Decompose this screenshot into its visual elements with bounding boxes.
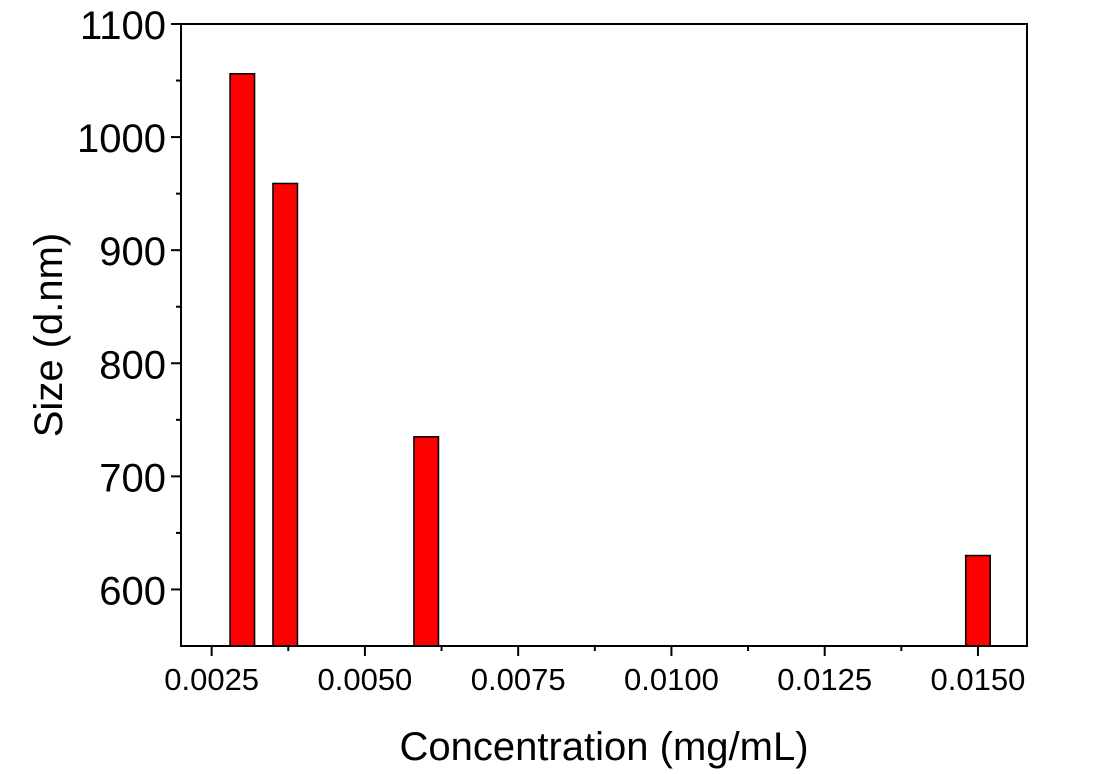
x-tick-label: 0.0050	[317, 662, 412, 697]
bar	[229, 73, 256, 647]
bar	[964, 554, 991, 647]
y-tick-label: 600	[99, 569, 166, 613]
y-axis-label: Size (d.nm)	[27, 233, 71, 438]
x-tick-label: 0.0025	[164, 662, 259, 697]
x-tick-label: 0.0075	[471, 662, 566, 697]
bar	[413, 436, 440, 647]
y-tick-label: 1000	[77, 117, 166, 161]
y-tick-label: 800	[99, 343, 166, 387]
x-tick-label: 0.0100	[624, 662, 719, 697]
x-axis-ticks: 0.0025 0.0050 0.0075 0.0100 0.0125 0.0150	[164, 646, 1025, 697]
y-tick-label: 900	[99, 230, 166, 274]
x-tick-label: 0.0150	[931, 662, 1026, 697]
y-tick-label: 1100	[80, 4, 166, 48]
bar	[272, 182, 299, 647]
x-tick-label: 0.0125	[777, 662, 872, 697]
bars-group	[229, 73, 991, 647]
y-tick-label: 700	[99, 456, 166, 500]
plot-frame	[180, 23, 1028, 647]
x-axis-label: Concentration (mg/mL)	[399, 725, 808, 769]
y-axis-ticks: 600 700 800 900 1000 1100	[77, 4, 181, 613]
